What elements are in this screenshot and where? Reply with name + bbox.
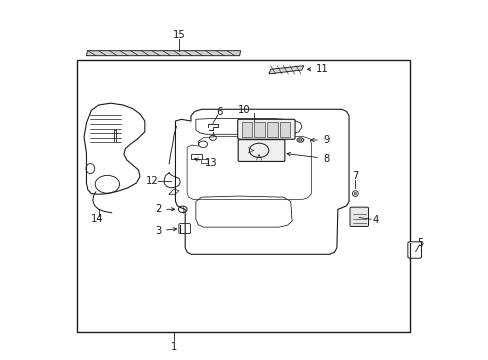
FancyBboxPatch shape: [349, 207, 368, 226]
Text: 11: 11: [307, 64, 328, 74]
Text: 7: 7: [351, 171, 358, 181]
Text: 15: 15: [172, 30, 185, 40]
Text: 6: 6: [216, 107, 222, 117]
Bar: [191, 154, 201, 159]
Text: 8: 8: [286, 152, 328, 163]
Text: 2: 2: [154, 204, 174, 214]
Text: 10: 10: [238, 105, 250, 114]
Text: 1: 1: [170, 342, 177, 352]
Bar: [77, 60, 409, 332]
Text: 5: 5: [416, 238, 423, 248]
Text: 4: 4: [372, 215, 378, 225]
Bar: [279, 122, 289, 137]
Bar: [201, 159, 207, 163]
Text: 14: 14: [91, 213, 103, 224]
Bar: [254, 122, 264, 137]
FancyBboxPatch shape: [179, 224, 190, 234]
Text: 3: 3: [155, 226, 176, 236]
Text: 13: 13: [194, 158, 217, 168]
FancyBboxPatch shape: [407, 242, 421, 258]
Text: 12: 12: [145, 176, 158, 186]
Text: 9: 9: [310, 135, 329, 145]
Ellipse shape: [353, 192, 356, 195]
Bar: [266, 122, 277, 137]
FancyBboxPatch shape: [238, 140, 285, 161]
Ellipse shape: [298, 139, 302, 141]
Polygon shape: [86, 51, 240, 56]
Bar: [241, 122, 252, 137]
FancyBboxPatch shape: [237, 119, 294, 139]
Polygon shape: [268, 66, 303, 74]
